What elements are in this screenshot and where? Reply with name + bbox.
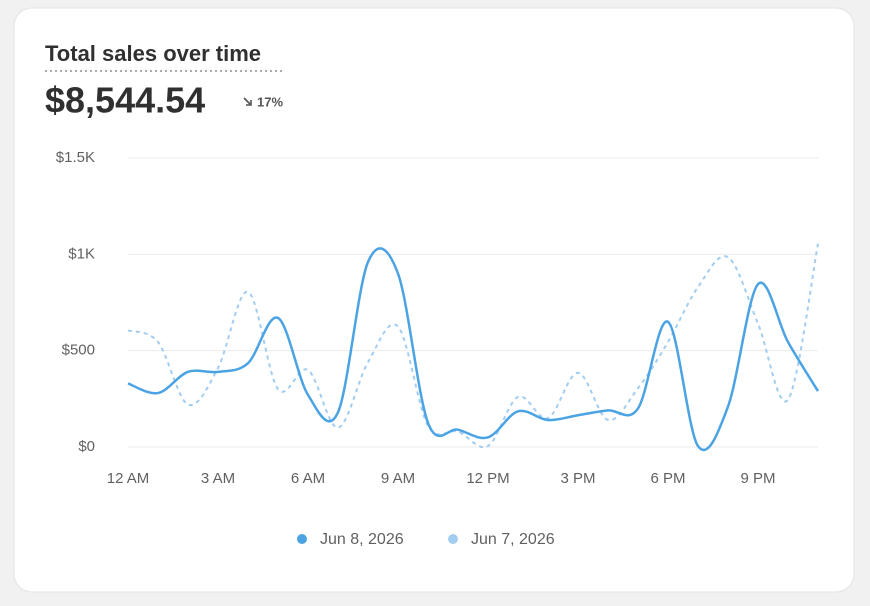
x-tick-label: 6 PM — [650, 470, 685, 487]
chart-title: Total sales over time — [45, 41, 261, 66]
x-tick-label: 9 PM — [740, 470, 775, 487]
x-tick-label: 3 AM — [201, 470, 235, 487]
trend-arrow — [243, 97, 252, 106]
series-line — [127, 243, 819, 449]
legend-label: Jun 8, 2026 — [320, 531, 404, 548]
x-tick-label: 12 PM — [466, 470, 509, 487]
y-tick-label: $0 — [78, 438, 95, 455]
y-tick-label: $500 — [62, 342, 95, 359]
legend-label: Jun 7, 2026 — [471, 531, 555, 548]
x-tick-label: 3 PM — [560, 470, 595, 487]
series-line — [127, 247, 820, 452]
x-tick-label: 6 AM — [291, 470, 325, 487]
change: 17% — [257, 94, 283, 109]
card — [13, 7, 855, 593]
y-tick-label: $1.5K — [56, 149, 95, 166]
legend-marker — [297, 534, 307, 544]
total-value: $8,544.54 — [45, 80, 205, 121]
y-tick-label: $1K — [68, 245, 95, 262]
legend-marker — [448, 534, 458, 544]
x-tick-label: 9 AM — [381, 470, 415, 487]
x-tick-label: 12 AM — [107, 470, 150, 487]
